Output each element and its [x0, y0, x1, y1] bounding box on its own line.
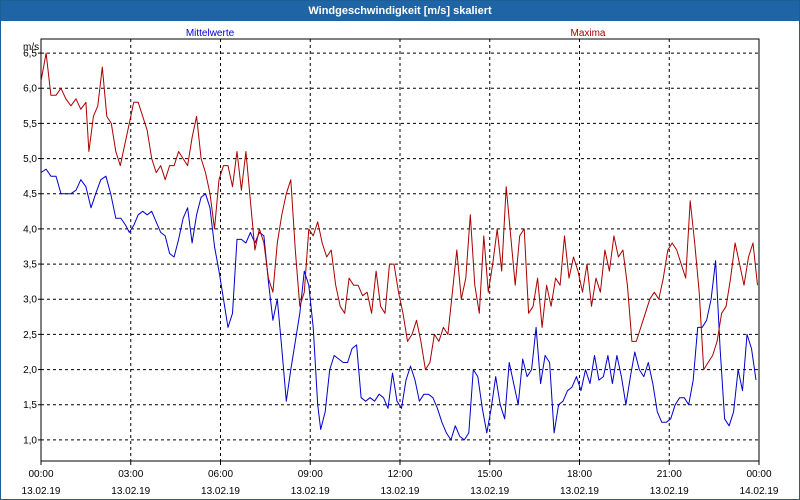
x-tick-date-label: 13.02.19 [291, 486, 330, 497]
y-axis-unit-label: m/s [23, 42, 39, 53]
x-tick-date-label: 14.02.19 [740, 486, 779, 497]
y-tick-label: 3,0 [23, 295, 37, 306]
y-tick-label: 3,5 [23, 260, 37, 271]
y-tick-label: 6,5 [23, 49, 37, 60]
legend-maxima: Maxima [570, 28, 605, 39]
x-tick-time-label: 18:00 [567, 469, 592, 480]
x-tick-time-label: 06:00 [208, 469, 233, 480]
window-title: Windgeschwindigkeit [m/s] skaliert [1, 1, 799, 21]
series-lines [40, 52, 758, 441]
x-tick-time-label: 21:00 [657, 469, 682, 480]
y-tick-label: 5,5 [23, 119, 37, 130]
x-tick-date-label: 13.02.19 [22, 486, 61, 497]
legend-mittelwerte: Mittelwerte [186, 28, 235, 39]
x-tick-date-label: 13.02.19 [650, 486, 689, 497]
x-tick-time-label: 12:00 [387, 469, 412, 480]
x-tick-time-label: 03:00 [118, 469, 143, 480]
x-tick-date-label: 13.02.19 [111, 486, 150, 497]
x-tick-date-label: 13.02.19 [560, 486, 599, 497]
y-axis: 1,0 1,5 2,0 2,5 3,0 3,5 4,0 4,5 5,0 5,5 6,0 6,5 [23, 49, 41, 446]
y-tick-label: 1,0 [23, 435, 37, 446]
y-tick-label: 5,0 [23, 154, 37, 165]
series-line-mittelwerte [40, 168, 757, 441]
y-tick-label: 2,0 [23, 365, 37, 376]
grid-lines [41, 39, 759, 461]
y-tick-label: 1,5 [23, 400, 37, 411]
x-axis: 00:00 13.02.19 03:00 13.02.19 06:00 13.02.19 0… [22, 461, 779, 497]
x-tick-time-label: 00:00 [28, 469, 53, 480]
x-tick-time-label: 15:00 [477, 469, 502, 480]
x-tick-date-label: 13.02.19 [381, 486, 420, 497]
y-tick-label: 4,0 [23, 224, 37, 235]
series-line-maxima [40, 52, 758, 371]
y-tick-label: 2,5 [23, 330, 37, 341]
y-tick-label: 6,0 [23, 84, 37, 95]
x-tick-time-label: 00:00 [746, 469, 771, 480]
x-tick-date-label: 13.02.19 [201, 486, 240, 497]
y-tick-label: 4,5 [23, 189, 37, 200]
x-tick-date-label: 13.02.19 [470, 486, 509, 497]
x-tick-time-label: 09:00 [298, 469, 323, 480]
